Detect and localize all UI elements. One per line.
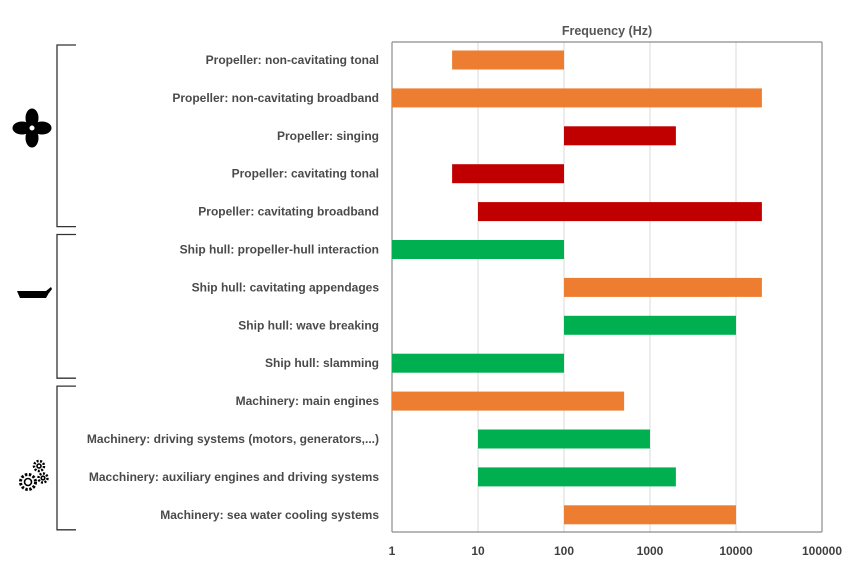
group-bracket — [56, 44, 76, 228]
x-tick-label: 10000 — [719, 544, 753, 558]
range-bar — [564, 315, 736, 335]
group-bracket — [56, 385, 76, 531]
range-bar — [564, 126, 676, 146]
propeller-icon — [12, 108, 52, 148]
category-label: Machinery: main engines — [236, 394, 380, 408]
category-label: Ship hull: wave breaking — [238, 318, 379, 332]
x-tick-labels: 1 10 100 1000 10000 100000 — [389, 544, 843, 558]
range-bar — [564, 505, 736, 525]
axis-title: Frequency (Hz) — [562, 24, 652, 38]
category-label: Machinery: sea water cooling systems — [160, 508, 379, 522]
range-bar — [392, 353, 564, 373]
range-bar — [478, 467, 676, 487]
x-tick-label: 10 — [471, 544, 485, 558]
ship-hull-icon — [17, 287, 52, 298]
category-label: Machinery: driving systems (motors, gene… — [87, 432, 379, 446]
x-tick-label: 1 — [389, 544, 396, 558]
category-label: Propeller: non-cavitating tonal — [206, 53, 379, 67]
category-labels: Propeller: non-cavitating tonal Propeller… — [87, 53, 379, 522]
x-tick-label: 100 — [554, 544, 574, 558]
category-label: Ship hull: cavitating appendages — [192, 280, 380, 294]
range-bar — [452, 164, 564, 184]
category-label: Propeller: singing — [277, 129, 379, 143]
group-brackets — [56, 44, 76, 531]
range-bar — [478, 429, 650, 449]
category-label: Propeller: cavitating broadband — [198, 205, 379, 219]
category-label: Ship hull: slamming — [265, 356, 379, 370]
group-bracket — [56, 233, 76, 379]
range-bars — [392, 50, 762, 525]
range-bar — [392, 240, 564, 259]
range-bar — [392, 88, 762, 108]
x-tick-label: 100000 — [802, 544, 842, 558]
category-label: Ship hull: propeller-hull interaction — [180, 243, 379, 257]
range-bar — [478, 202, 762, 222]
range-bar — [452, 50, 564, 70]
category-label: Propeller: non-cavitating broadband — [172, 91, 379, 105]
category-label: Macchinery: auxiliary engines and drivin… — [89, 470, 379, 484]
range-bar — [564, 277, 762, 297]
x-tick-label: 1000 — [637, 544, 664, 558]
group-icons — [12, 108, 52, 491]
gears-icon — [19, 459, 49, 491]
range-bar — [392, 391, 625, 411]
category-label: Propeller: cavitating tonal — [232, 167, 379, 181]
